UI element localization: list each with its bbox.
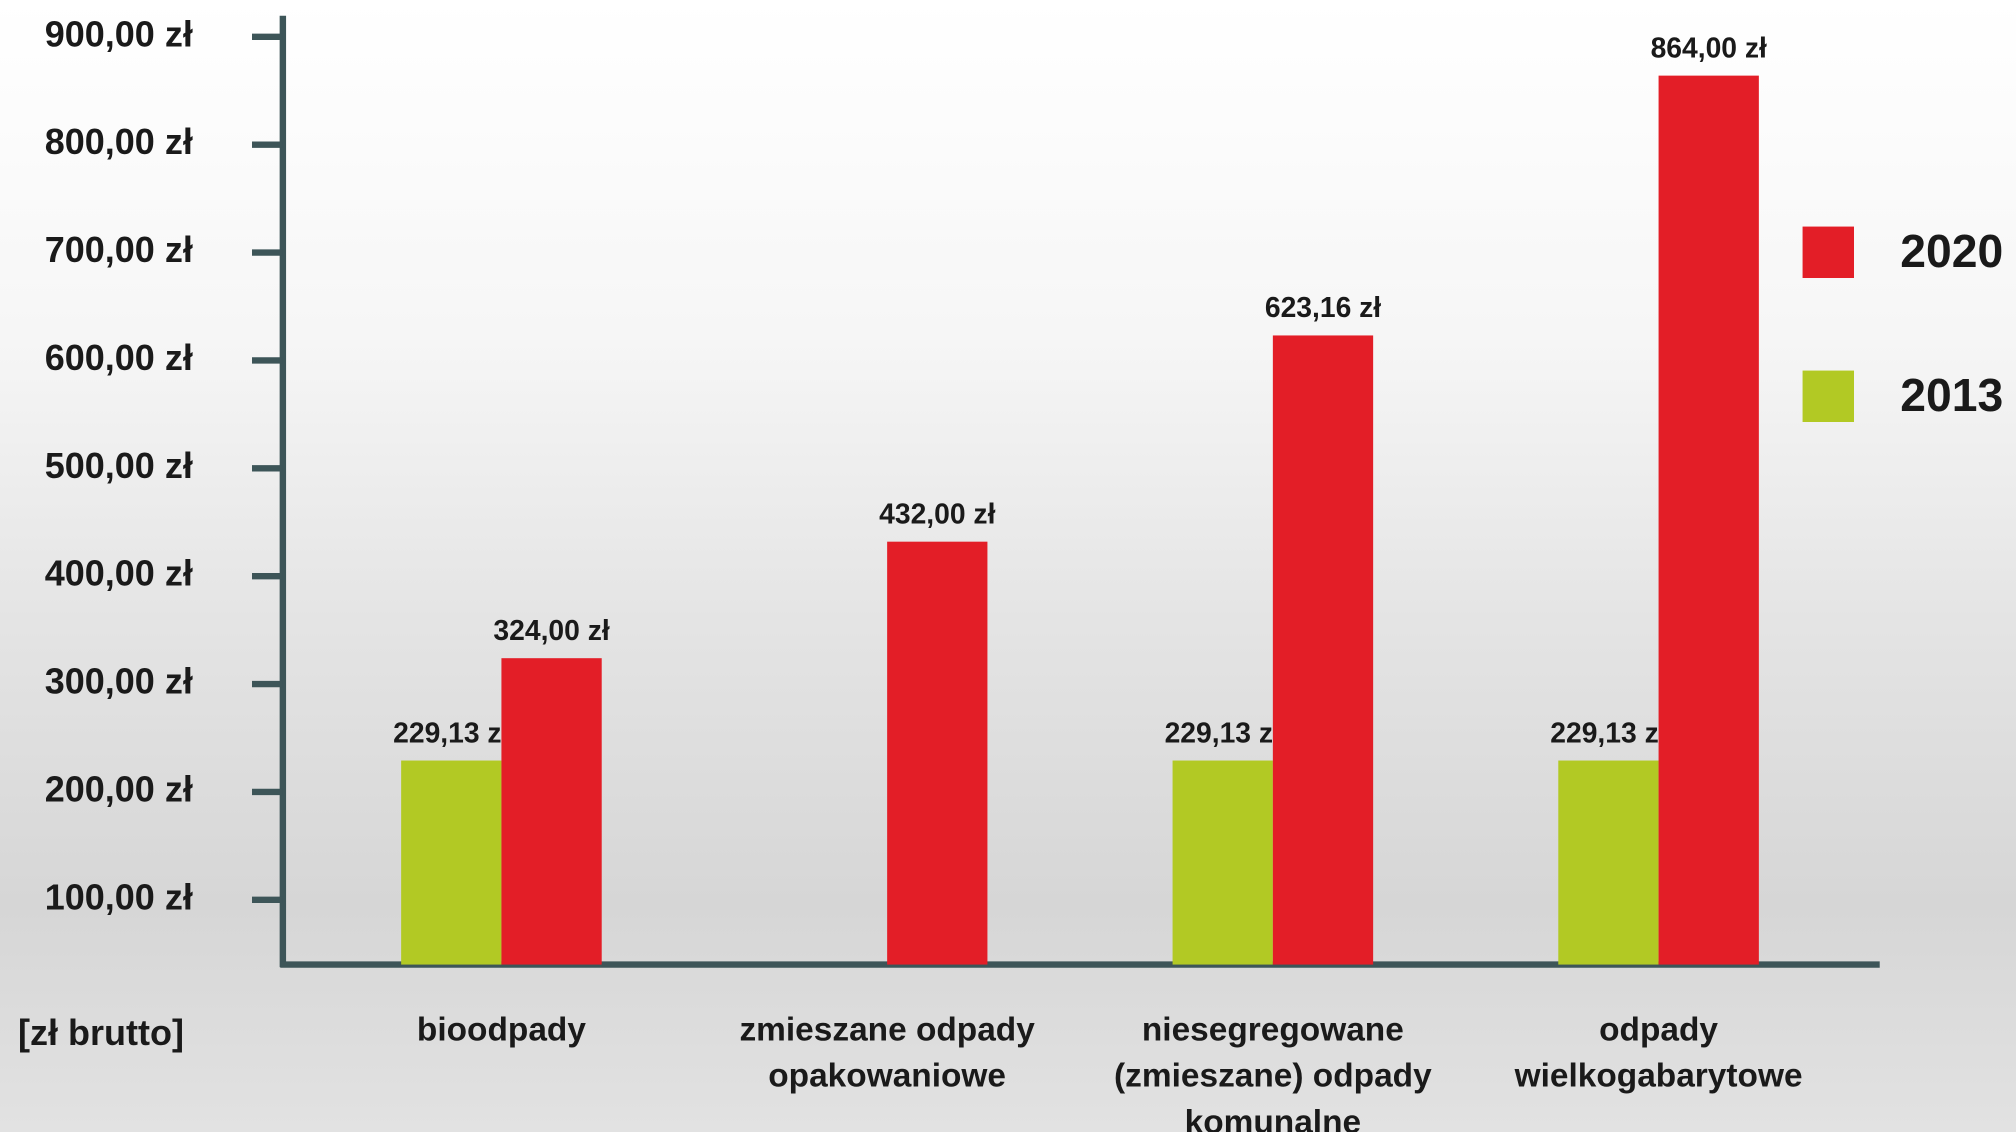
legend-swatch [1803, 227, 1854, 278]
bar [1558, 761, 1658, 965]
x-tick-label: bioodpady [328, 1006, 675, 1052]
y-tick-label: 400,00 zł [45, 553, 193, 594]
legend-label: 2013 [1900, 369, 2003, 421]
y-tick-label: 500,00 zł [45, 445, 193, 486]
value-label: 864,00 zł [1651, 31, 1767, 63]
y-tick-label: 600,00 zł [45, 337, 193, 378]
bar [1273, 335, 1373, 964]
bar [501, 658, 601, 964]
value-label: 623,16 zł [1265, 291, 1381, 323]
value-label: 229,13 zł [1550, 716, 1666, 748]
value-label: 229,13 zł [1165, 716, 1281, 748]
x-label-box: zmieszane odpady opakowaniowe [714, 1006, 1061, 1132]
y-tick-label: 200,00 zł [45, 768, 193, 809]
y-axis-label: [zł brutto] [18, 1012, 184, 1053]
chart: [zł brutto] 100,00 zł 200,00 zł 300,00 zł 4… [0, 0, 2016, 1132]
y-tick-label: 800,00 zł [45, 121, 193, 162]
x-tick-label: zmieszane odpady opakowaniowe [714, 1006, 1061, 1099]
y-tick-label: 700,00 zł [45, 229, 193, 270]
y-tick-label: 300,00 zł [45, 661, 193, 702]
x-label-box: odpady wielkogabarytowe [1485, 1006, 1832, 1132]
x-label-box: bioodpady [328, 1006, 675, 1132]
x-tick-label: odpady wielkogabarytowe [1485, 1006, 1832, 1099]
value-label: 229,13 zł [393, 716, 509, 748]
bar [887, 542, 987, 965]
y-tick-label: 100,00 zł [45, 876, 193, 917]
bar [1659, 76, 1759, 965]
legend-swatch [1803, 371, 1854, 422]
y-tick-label: 900,00 zł [45, 13, 193, 54]
legend-label: 2020 [1900, 225, 2003, 277]
bar [401, 761, 501, 965]
x-label-box: niesegregowane (zmieszane) odpady komuna… [1099, 1006, 1446, 1132]
x-tick-label: niesegregowane (zmieszane) odpady komuna… [1099, 1006, 1446, 1132]
value-label: 324,00 zł [493, 614, 609, 646]
bar [1173, 761, 1273, 965]
value-label: 432,00 zł [879, 497, 995, 529]
page: {"chart_data": {"type": "bar", "y_label"… [0, 0, 2016, 1132]
